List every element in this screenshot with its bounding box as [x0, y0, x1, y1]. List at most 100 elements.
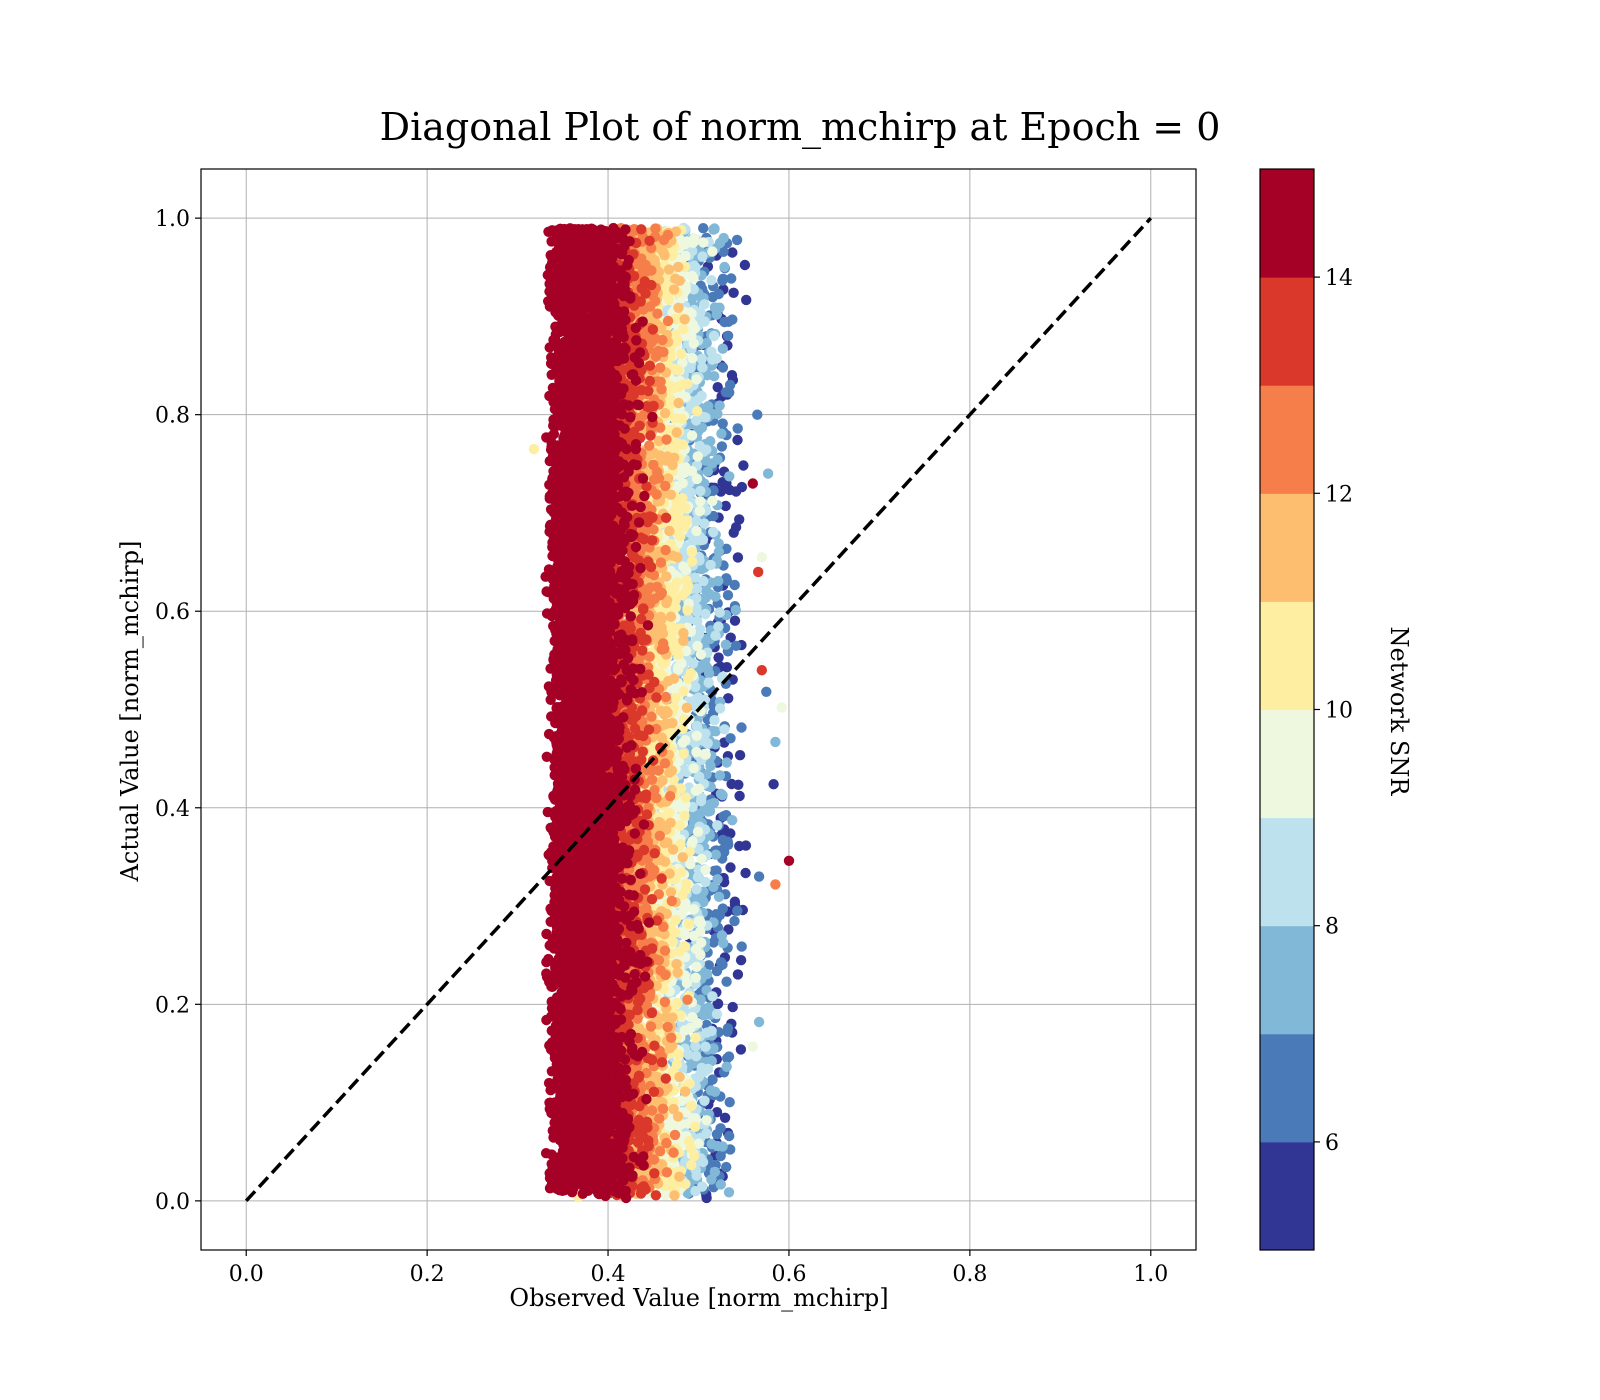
- scatter-point: [674, 946, 685, 957]
- scatter-point: [719, 1112, 731, 1124]
- scatter-point: [762, 468, 774, 479]
- scatter-point: [690, 681, 701, 693]
- scatter-point: [669, 1129, 681, 1141]
- scatter-point: [698, 223, 709, 234]
- scatter-point: [701, 1128, 712, 1139]
- scatter-point: [710, 726, 721, 737]
- scatter-point: [659, 408, 671, 419]
- scatter-point: [734, 840, 745, 852]
- scatter-point: [753, 871, 765, 882]
- scatter-point: [679, 810, 690, 821]
- scatter-point: [688, 763, 699, 774]
- scatter-point: [711, 353, 722, 364]
- scatter-point: [727, 314, 738, 325]
- scatter-point: [655, 965, 666, 976]
- scatter-point: [691, 374, 702, 385]
- scatter-point: [668, 284, 680, 295]
- scatter-point: [729, 615, 741, 626]
- scatter-point: [711, 965, 723, 977]
- scatter-point: [682, 378, 693, 389]
- scatter-point: [693, 692, 704, 703]
- scatter-point: [664, 807, 675, 818]
- scatter-point: [668, 1103, 679, 1115]
- scatter-point: [727, 815, 738, 826]
- scatter-point: [677, 439, 689, 450]
- scatter-point: [695, 949, 706, 961]
- scatter-point: [730, 604, 741, 616]
- scatter-point: [678, 323, 689, 335]
- scatter-point: [714, 770, 726, 781]
- scatter-point: [674, 531, 686, 542]
- scatter-point: [707, 246, 718, 257]
- scatter-point: [685, 668, 696, 679]
- scatter-point: [712, 408, 723, 420]
- scatter-point: [695, 496, 706, 507]
- scatter-point: [695, 649, 707, 660]
- scatter-point: [691, 893, 702, 904]
- scatter-point: [728, 287, 739, 298]
- scatter-point: [734, 750, 746, 761]
- scatter-point: [756, 552, 767, 563]
- scatter-point: [659, 996, 671, 1008]
- scatter-point: [723, 693, 734, 704]
- scatter-point: [729, 579, 740, 591]
- scatter-point: [717, 903, 728, 914]
- scatter-point: [711, 309, 722, 320]
- scatter-point: [732, 434, 743, 446]
- scatter-point: [734, 514, 745, 525]
- scatter-point: [671, 1059, 683, 1070]
- scatter-point: [699, 299, 710, 310]
- scatter-point: [721, 575, 733, 586]
- scatter-point: [665, 817, 676, 828]
- scatter-point: [716, 441, 728, 452]
- scatter-point: [667, 459, 678, 471]
- scatter-point: [724, 471, 735, 482]
- scatter-point: [694, 440, 706, 452]
- scatter-point: [705, 559, 716, 571]
- scatter-point: [713, 652, 724, 663]
- scatter-point: [690, 972, 701, 983]
- scatter-point: [676, 348, 687, 360]
- scatter-point: [677, 493, 688, 504]
- scatter-point: [719, 316, 730, 328]
- scatter-point: [701, 1115, 712, 1126]
- scatter-point: [706, 275, 717, 286]
- scatter-point: [722, 1023, 734, 1034]
- scatter-point: [732, 552, 744, 563]
- scatter-point: [671, 958, 682, 970]
- scatter-point: [723, 1187, 735, 1198]
- scatter-point: [665, 791, 676, 802]
- scatter-point: [660, 1012, 671, 1023]
- scatter-point: [730, 640, 742, 651]
- scatter-point: [688, 904, 699, 915]
- scatter-point: [695, 485, 706, 497]
- scatter-point: [693, 916, 704, 927]
- scatter-point: [678, 635, 689, 646]
- scatter-point: [696, 353, 707, 365]
- scatter-point: [740, 867, 751, 879]
- scatter-point: [679, 1086, 691, 1097]
- scatter-point: [659, 250, 670, 261]
- scatter-point: [724, 1130, 735, 1142]
- scatter-point: [776, 702, 787, 713]
- scatter-point: [654, 830, 665, 841]
- scatter-point: [654, 1146, 666, 1157]
- scatter-point: [770, 736, 781, 748]
- scatter-point: [673, 302, 684, 313]
- scatter-point: [659, 709, 670, 720]
- scatter-point: [725, 862, 736, 873]
- scatter-point: [712, 874, 723, 885]
- scatter-point: [727, 1001, 738, 1013]
- scatter-point: [686, 430, 698, 441]
- scatter-point: [718, 937, 729, 949]
- scatter-point: [661, 571, 672, 582]
- scatter-point: [719, 261, 730, 273]
- scatter-point: [656, 384, 667, 395]
- scatter-point: [716, 930, 728, 941]
- scatter-point: [666, 1032, 677, 1044]
- scatter-point: [717, 362, 729, 373]
- scatter-point: [718, 246, 729, 257]
- scatter-point: [715, 1179, 726, 1190]
- scatter-point: [689, 1150, 700, 1162]
- scatter-point: [723, 1051, 735, 1062]
